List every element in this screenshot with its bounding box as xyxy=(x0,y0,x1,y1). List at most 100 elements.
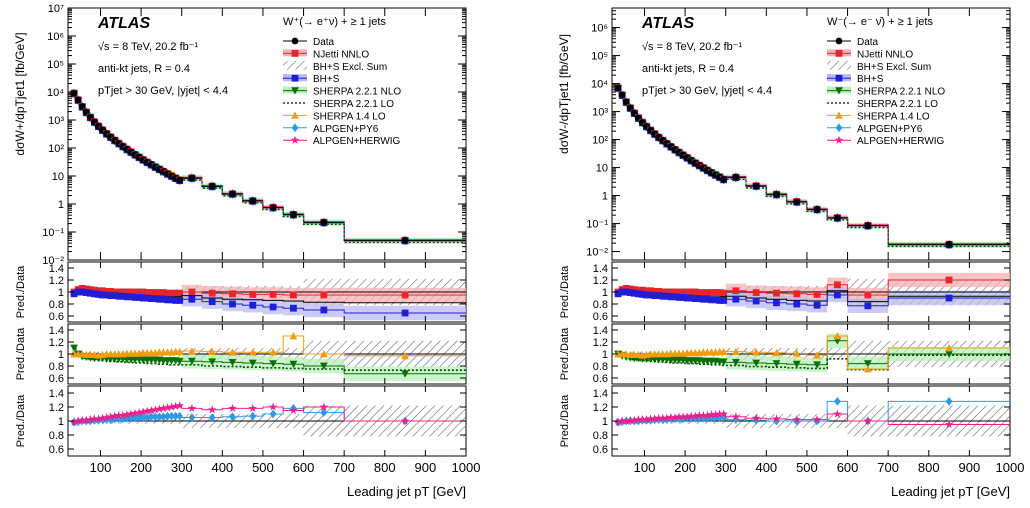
x-tick-label: 800 xyxy=(374,460,396,475)
ratio-point xyxy=(81,415,91,424)
ratio-point xyxy=(622,288,630,296)
ratio-point xyxy=(654,413,664,422)
process-label: W⁻(→ e⁻ ν̄) + ≥ 1 jets xyxy=(827,16,933,28)
x-axis-label: Leading jet pT [GeV] xyxy=(347,484,466,499)
data-point xyxy=(945,241,953,248)
ratio-point xyxy=(118,410,128,420)
ratio-point xyxy=(110,411,120,420)
ratio-point xyxy=(70,290,78,298)
ratio-tick-label: 1.4 xyxy=(593,325,608,337)
data-point xyxy=(752,182,760,190)
ratio-point xyxy=(99,287,106,295)
ratio-point xyxy=(135,294,143,301)
x-tick-label: 1000 xyxy=(452,460,481,475)
ratio-point xyxy=(106,412,115,421)
ratio-point xyxy=(613,417,623,427)
y-tick-label: 10⁵ xyxy=(591,51,608,63)
ratio-point xyxy=(130,408,140,417)
ratio-tick-label: 0.6 xyxy=(49,311,64,323)
ratio-y-label: Pred./Data xyxy=(559,327,571,380)
ratio-point xyxy=(155,412,163,422)
ratio-point xyxy=(707,410,716,419)
ratio-point xyxy=(694,410,704,420)
ratio-point xyxy=(187,347,196,355)
ratio-point xyxy=(208,289,216,297)
legend-marker xyxy=(291,50,299,57)
ratio-point xyxy=(626,285,634,293)
ratio-point xyxy=(683,294,691,302)
ratio-point xyxy=(704,295,711,303)
legend-entry: BH+S Excl. Sum xyxy=(857,62,931,73)
y-tick-label: 10⁴ xyxy=(591,79,608,91)
ratio-point xyxy=(119,292,127,300)
x-tick-label: 300 xyxy=(715,460,737,475)
ratio-point xyxy=(687,288,695,296)
y-tick-label: 10³ xyxy=(48,115,64,127)
ratio-point xyxy=(793,300,801,308)
ratio-point xyxy=(187,403,197,413)
ratio-point xyxy=(634,286,642,294)
legend-entry: NJetti NNLO xyxy=(313,49,369,60)
ratio-point xyxy=(208,347,217,355)
ratio-point xyxy=(103,288,110,295)
legend-marker xyxy=(835,37,843,45)
ratio-point xyxy=(131,294,139,301)
ratio-point xyxy=(320,306,328,314)
data-point xyxy=(176,176,184,184)
legend-entry: ALPGEN+PY6 xyxy=(313,124,379,135)
ratio-point xyxy=(208,298,216,305)
ratio-point xyxy=(699,289,707,296)
ratio-tick-label: 1.2 xyxy=(593,275,608,287)
ratio-point xyxy=(86,415,95,424)
ratio-point xyxy=(716,289,724,296)
energy-label: √s = 8 TeV, 20.2 fb⁻¹ xyxy=(642,41,743,53)
legend-marker xyxy=(291,111,299,119)
ratio-point xyxy=(107,292,115,299)
ratio-point xyxy=(131,288,139,296)
x-tick-label: 500 xyxy=(796,460,818,475)
ratio-point xyxy=(119,288,127,296)
ratio-tick-label: 0.8 xyxy=(593,430,608,442)
ratio-point xyxy=(176,289,184,297)
ratio-point xyxy=(945,350,953,358)
ratio-point xyxy=(704,289,711,296)
ratio-point xyxy=(248,348,257,356)
ratio-point xyxy=(679,294,687,301)
ratio-point xyxy=(90,290,98,298)
ratio-point xyxy=(691,295,699,302)
ratio-point xyxy=(175,357,184,366)
x-tick-label: 500 xyxy=(252,460,274,475)
ratio-point xyxy=(167,402,176,411)
ratio-point xyxy=(168,296,175,304)
ratio-point xyxy=(249,411,257,421)
data-point xyxy=(833,214,841,222)
ratio-point xyxy=(172,411,180,421)
ratio-point xyxy=(127,293,135,301)
ratio-point xyxy=(82,289,90,296)
ratio-point xyxy=(671,293,679,301)
jet-algo-label: anti-kt jets, R = 0.4 xyxy=(642,63,734,75)
ratio-point xyxy=(646,414,655,423)
ratio-tick-label: 1.4 xyxy=(49,388,64,400)
ratio-line xyxy=(616,354,1010,371)
ratio-point xyxy=(686,411,696,420)
ratio-point xyxy=(78,285,86,292)
ratio-point xyxy=(813,351,821,359)
x-tick-label: 700 xyxy=(877,460,899,475)
ratio-point xyxy=(135,413,143,422)
ratio-point xyxy=(95,287,102,295)
ratio-point xyxy=(114,410,124,420)
ratio-point xyxy=(269,409,277,419)
ratio-point xyxy=(188,413,196,422)
data-point xyxy=(74,96,82,104)
ratio-point xyxy=(160,289,167,296)
ratio-point xyxy=(69,417,79,427)
ratio-point xyxy=(159,403,168,413)
ratio-point xyxy=(176,411,184,421)
ratio-point xyxy=(289,405,298,415)
legend-marker xyxy=(835,74,843,82)
ratio-point xyxy=(77,415,87,424)
ratio-point xyxy=(269,360,277,368)
